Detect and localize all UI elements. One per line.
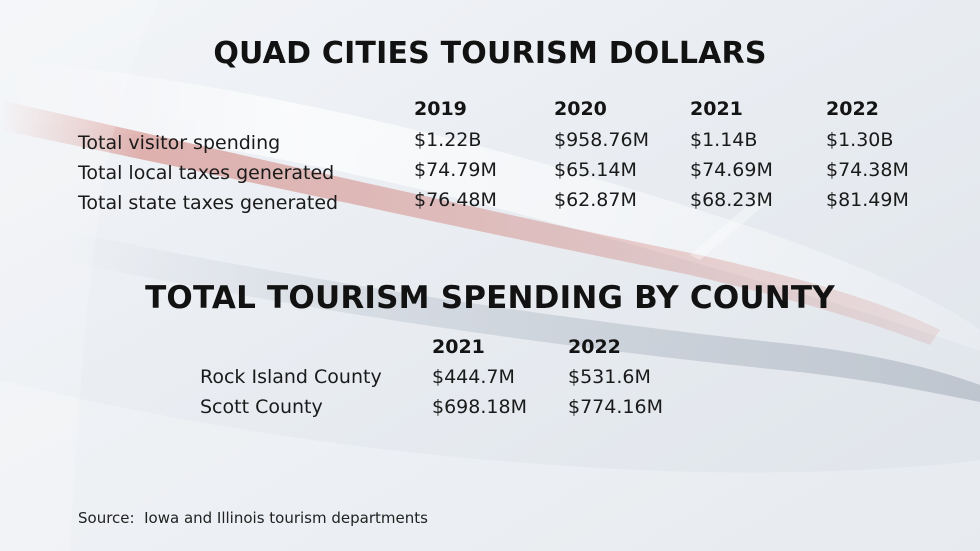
table-cell: $68.23M — [690, 189, 773, 211]
source-note: Source: Iowa and Illinois tourism depart… — [78, 509, 428, 527]
table-cell: $81.49M — [826, 189, 909, 211]
county-col-header-2022: 2022 — [568, 336, 621, 358]
tourism-col-header-2022: 2022 — [826, 98, 879, 120]
table-cell: $531.6M — [568, 366, 651, 388]
row-label-rock-island-county: Rock Island County — [200, 366, 382, 388]
table-cell: $958.76M — [554, 129, 649, 151]
table-cell: $74.69M — [690, 159, 773, 181]
table-cell: $62.87M — [554, 189, 637, 211]
tourism-dollars-title: QUAD CITIES TOURISM DOLLARS — [213, 36, 767, 71]
table-cell: $774.16M — [568, 396, 663, 418]
row-label-local-taxes: Total local taxes generated — [78, 162, 335, 184]
row-label-scott-county: Scott County — [200, 396, 323, 418]
row-label-visitor-spending: Total visitor spending — [78, 132, 281, 154]
table-cell: $1.22B — [414, 129, 482, 151]
tourism-col-header-2020: 2020 — [554, 98, 607, 120]
table-cell: $1.14B — [690, 129, 758, 151]
table-cell: $444.7M — [432, 366, 515, 388]
row-label-state-taxes: Total state taxes generated — [78, 192, 339, 214]
county-col-header-2021: 2021 — [432, 336, 485, 358]
tourism-col-header-2021: 2021 — [690, 98, 743, 120]
county-spending-title: TOTAL TOURISM SPENDING BY COUNTY — [145, 280, 835, 316]
table-cell: $74.38M — [826, 159, 909, 181]
table-cell: $65.14M — [554, 159, 637, 181]
table-cell: $74.79M — [414, 159, 497, 181]
table-cell: $76.48M — [414, 189, 497, 211]
table-cell: $1.30B — [826, 129, 894, 151]
tourism-col-header-2019: 2019 — [414, 98, 467, 120]
table-cell: $698.18M — [432, 396, 527, 418]
